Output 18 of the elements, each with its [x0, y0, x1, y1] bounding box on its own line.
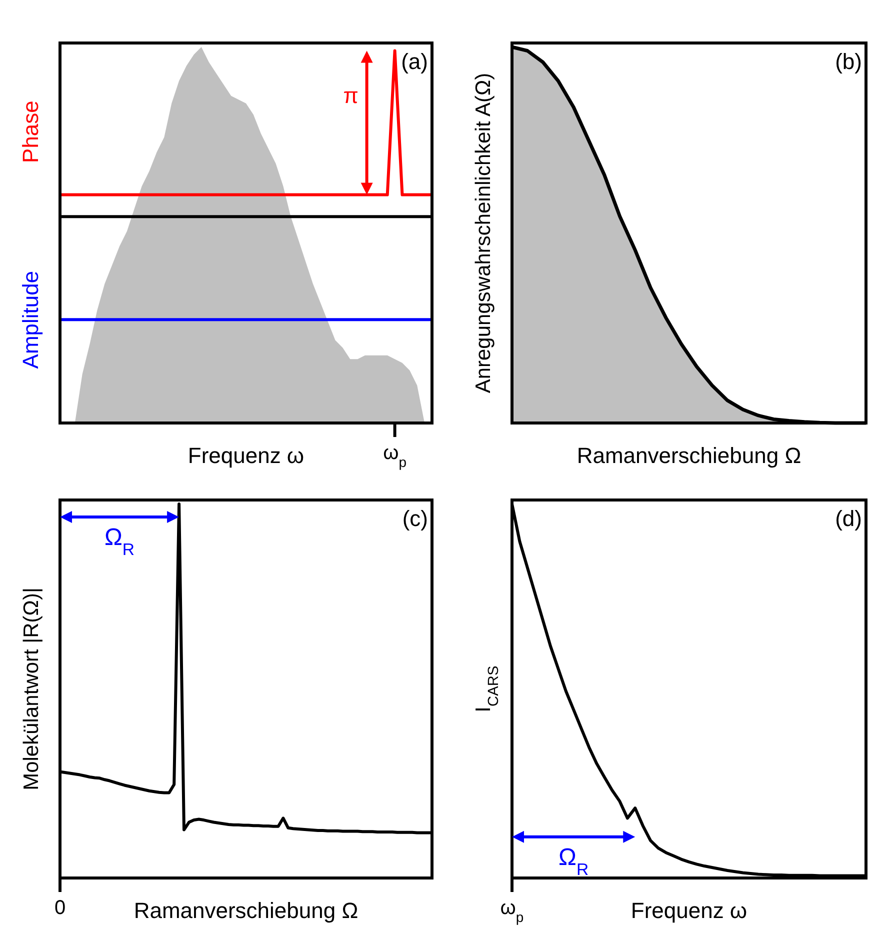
annotation: Ω$_{R}$ [104, 524, 135, 558]
text: ω$_{p}$ [500, 897, 524, 925]
x-axis-title: Ramanverschiebung Ω [134, 898, 358, 923]
y-axis-title: Amplitude [18, 270, 43, 369]
y2-axis-title: Phase [18, 100, 43, 163]
x-axis-title: Frequenz ω [188, 443, 304, 468]
x-axis-title: Ramanverschiebung Ω [576, 443, 802, 468]
annotation: Ω$_{R}$ [558, 844, 589, 878]
annotation: (c) [402, 506, 428, 531]
y-axis-title: Anregungswahrscheinlichkeit A(Ω) [472, 72, 495, 394]
text: ω$_{p}$ [383, 442, 407, 470]
x-axis-title: Frequenz ω [630, 898, 748, 923]
y-axis-title: Molekülantwort |R(Ω)| [20, 588, 43, 790]
annotation: (d) [835, 506, 862, 531]
annotation: (b) [835, 49, 862, 74]
annotation: (a) [401, 49, 428, 74]
annotation: π [343, 82, 358, 108]
text: 0 [54, 897, 66, 919]
